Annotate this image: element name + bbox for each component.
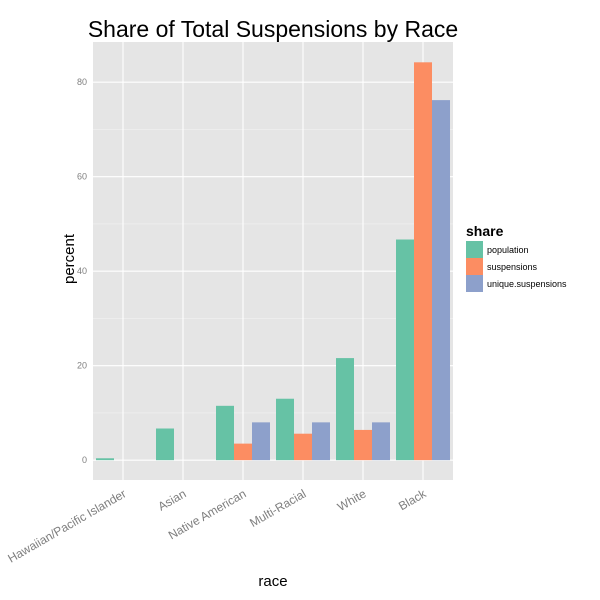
bar-population-white <box>336 358 354 461</box>
bar-unique-suspensions-white <box>372 422 390 461</box>
bar-unique-suspensions-native-american <box>252 422 270 461</box>
bar-unique-suspensions-multi-racial <box>312 422 330 461</box>
x-tick-label: Multi-Racial <box>247 486 308 529</box>
bar-population-hawaiian-pacific-islander <box>96 458 114 461</box>
bar-population-native-american <box>216 405 234 461</box>
y-tick-label: 40 <box>77 266 87 276</box>
y-tick-label: 0 <box>82 455 87 465</box>
y-tick-label: 60 <box>77 172 87 182</box>
y-tick-labels: 0 20 40 60 80 <box>77 77 87 465</box>
legend-label-population: population <box>487 245 529 255</box>
x-tick-label: Asian <box>155 486 188 513</box>
legend-key-unique-suspensions <box>466 275 483 292</box>
plot-panel <box>93 42 453 480</box>
bar-population-black <box>396 239 414 461</box>
legend: share population suspensions unique.suspen… <box>466 223 567 292</box>
bar-suspensions-white <box>354 429 372 461</box>
legend-key-suspensions <box>466 258 483 275</box>
bar-population-asian <box>156 428 174 461</box>
x-axis-title: race <box>258 573 287 590</box>
x-tick-label: Hawaiian/Pacific Islander <box>5 486 128 565</box>
y-axis-title: percent <box>61 233 78 284</box>
y-tick-label: 80 <box>77 77 87 87</box>
chart-title: Share of Total Suspensions by Race <box>88 16 458 42</box>
legend-label-suspensions: suspensions <box>487 262 538 272</box>
legend-label-unique-suspensions: unique.suspensions <box>487 279 567 289</box>
legend-key-population <box>466 241 483 258</box>
bar-population-multi-racial <box>276 398 294 461</box>
bar-suspensions-native-american <box>234 443 252 461</box>
bars-layer <box>96 62 450 461</box>
x-tick-label: Black <box>396 486 429 513</box>
bar-unique-suspensions-black <box>432 100 450 461</box>
x-tick-label: White <box>335 486 369 514</box>
y-tick-label: 20 <box>77 361 87 371</box>
bar-suspensions-black <box>414 62 432 461</box>
bar-suspensions-multi-racial <box>294 433 312 461</box>
legend-title: share <box>466 223 504 239</box>
